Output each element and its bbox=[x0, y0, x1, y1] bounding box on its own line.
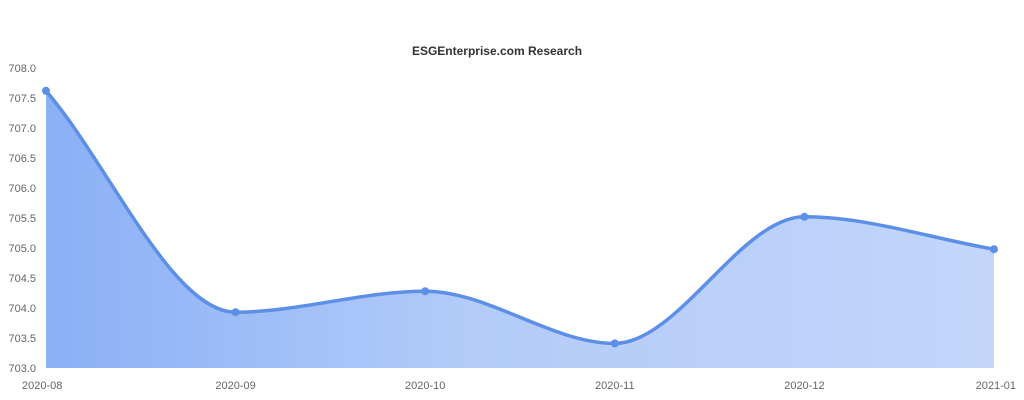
y-tick-label: 706.0 bbox=[8, 183, 36, 195]
data-point-2020-11[interactable] bbox=[610, 339, 619, 348]
x-tick-label: 2020-12 bbox=[784, 380, 824, 392]
x-tick-label: 2020-11 bbox=[595, 380, 635, 392]
y-tick-label: 707.5 bbox=[8, 93, 36, 105]
series-area bbox=[46, 90, 994, 369]
y-tick-label: 704.5 bbox=[8, 273, 36, 285]
data-point-2020-09[interactable] bbox=[231, 308, 240, 317]
line-layer bbox=[44, 89, 996, 346]
marker-layer bbox=[42, 86, 998, 348]
data-point-2021-01[interactable] bbox=[990, 245, 998, 254]
data-point-2020-10[interactable] bbox=[421, 287, 430, 296]
x-tick-label: 2020-10 bbox=[405, 380, 445, 392]
y-tick-label: 705.0 bbox=[8, 243, 36, 255]
y-tick-label: 703.5 bbox=[8, 333, 36, 345]
x-tick-label: 2020-09 bbox=[215, 380, 255, 392]
y-tick-label: 708.0 bbox=[8, 63, 36, 75]
y-tick-label: 706.5 bbox=[8, 153, 36, 165]
x-axis-ticks: 2020-08 2020-09 2020-10 2020-11 2020-12 2021-… bbox=[22, 380, 1016, 392]
x-tick-label: 2021-01 bbox=[976, 380, 1016, 392]
y-tick-label: 703.0 bbox=[8, 363, 36, 375]
y-tick-label: 707.0 bbox=[8, 123, 36, 135]
chart-title: ESGEnterprise.com Research bbox=[412, 44, 582, 58]
data-point-2020-08[interactable] bbox=[42, 86, 50, 95]
area-layer bbox=[46, 90, 994, 369]
y-tick-label: 704.0 bbox=[8, 303, 36, 315]
series-line bbox=[44, 89, 996, 346]
data-point-2020-12[interactable] bbox=[800, 212, 809, 221]
y-axis-ticks: 703.0 703.5 704.0 704.5 705.0 705.5 706.0 706.5… bbox=[8, 63, 36, 375]
y-tick-label: 705.5 bbox=[8, 213, 36, 225]
x-tick-label: 2020-08 bbox=[22, 380, 62, 392]
